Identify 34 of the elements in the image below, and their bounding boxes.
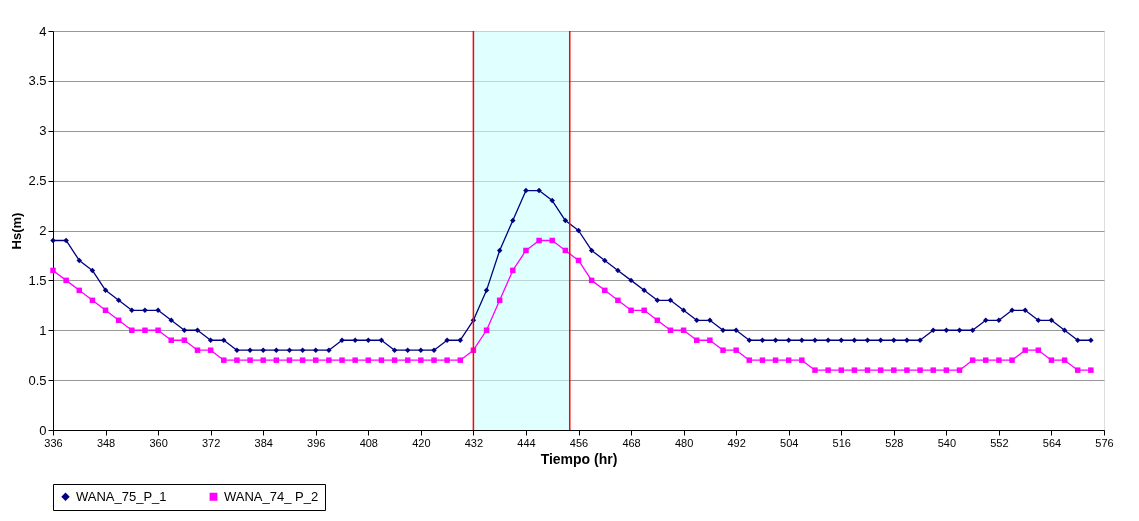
y-tick-label: 2.5: [28, 173, 47, 189]
y-tick-label: 3.5: [28, 73, 47, 89]
legend-label: WANA_75_P_1: [76, 488, 167, 504]
y-tick-label: 4: [39, 23, 47, 39]
x-tick-label: 384: [254, 436, 273, 449]
y-tick-label: 0: [39, 422, 47, 438]
x-tick-label: 576: [1095, 436, 1114, 449]
y-tick-label: 1: [39, 322, 47, 338]
x-tick-label: 420: [412, 436, 431, 449]
x-axis-title: Tiempo (hr): [540, 450, 618, 467]
x-tick-label: 360: [149, 436, 168, 449]
y-tick-label: 3: [39, 123, 47, 139]
y-axis-title: Hs(m): [9, 212, 25, 250]
x-tick-label: 552: [990, 436, 1009, 449]
x-tick-label: 516: [832, 436, 851, 449]
x-tick-label: 504: [780, 436, 799, 449]
x-tick-label: 348: [96, 436, 116, 449]
y-tick-label: 0.5: [28, 372, 47, 388]
x-tick-label: 492: [727, 436, 746, 449]
legend-label: WANA_74_ P_2: [224, 488, 319, 504]
x-tick-label: 540: [937, 436, 957, 449]
x-tick-label: 528: [885, 436, 904, 449]
y-tick-label: 2: [39, 223, 47, 238]
x-tick-label: 396: [307, 436, 326, 449]
x-tick-label: 444: [517, 436, 536, 449]
x-tick-label: 432: [464, 436, 484, 449]
y-tick-label: 1.5: [28, 272, 47, 288]
x-tick-label: 564: [1042, 436, 1062, 449]
x-tick-label: 468: [622, 436, 641, 449]
x-tick-label: 456: [569, 436, 589, 449]
x-tick-label: 372: [201, 436, 221, 449]
x-tick-label: 336: [44, 436, 63, 449]
x-tick-label: 480: [674, 436, 694, 449]
x-tick-label: 408: [359, 436, 378, 449]
